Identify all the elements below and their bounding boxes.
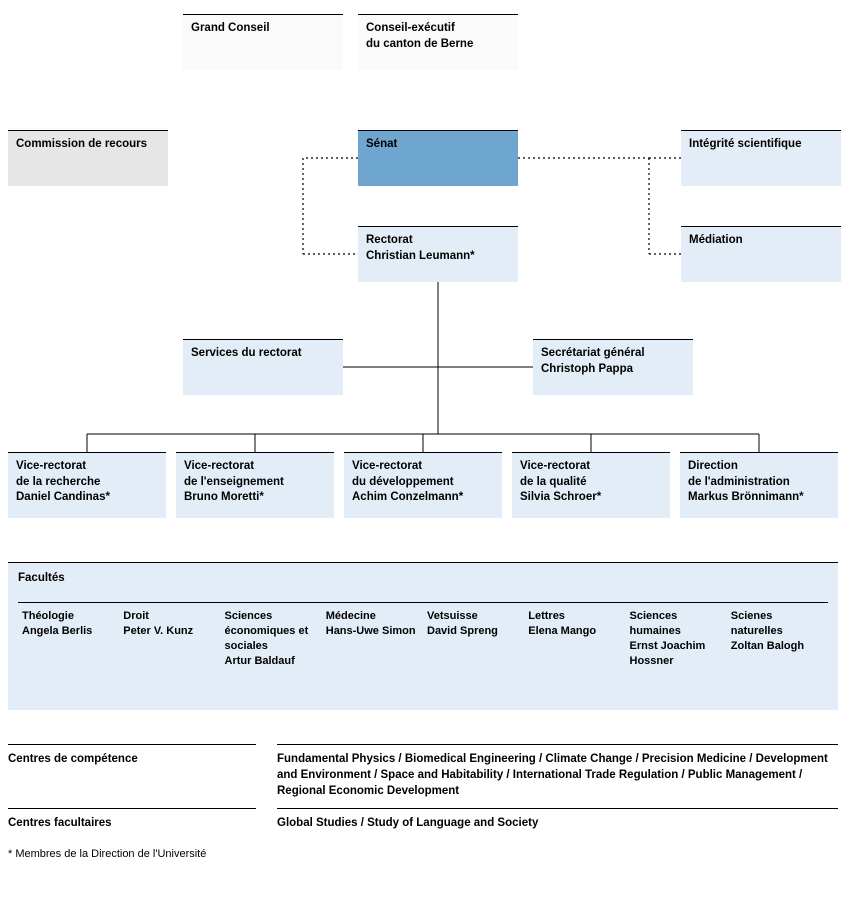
centres-facultaires-label: Centres facultaires [8,808,256,849]
faculty-person: Ernst Joachim Hossner [630,639,721,669]
node-subtitle: de l'enseignement [184,475,326,491]
faculty-name: Sciences économiques et sociales [225,609,316,654]
faculty-person: David Spreng [427,624,518,639]
node-label: Vice-rectorat [16,460,86,472]
faculty-cell: Sciences humainesErnst Joachim Hossner [626,602,727,708]
faculty-cell: Sciences économiques et socialesArtur Ba… [221,602,322,708]
node-subtitle: de la recherche [16,475,158,491]
node-vr-qualite: Vice-rectorat de la qualitéSilvia Schroer… [512,452,670,518]
node-conseil-exec: Conseil-exécutif du canton de Berne [358,14,518,70]
node-label: Intégrité scientifique [689,138,801,150]
faculty-cell: ThéologieAngela Berlis [18,602,119,708]
node-vr-enseignement: Vice-rectorat de l'enseignementBruno More… [176,452,334,518]
node-vr-developpement: Vice-rectorat du développementAchim Conze… [344,452,502,518]
node-integrite: Intégrité scientifique [681,130,841,186]
faculty-cell: Scienes naturellesZoltan Balogh [727,602,828,708]
node-subtitle: du canton de Berne [366,37,510,53]
faculty-name: Lettres [528,609,619,624]
faculties-row: ThéologieAngela BerlisDroitPeter V. Kunz… [18,602,828,708]
faculty-name: Droit [123,609,214,624]
node-label: Médiation [689,234,743,246]
node-label: Rectorat [366,234,413,246]
faculties-panel: Facultés ThéologieAngela BerlisDroitPete… [8,562,838,710]
faculty-cell: LettresElena Mango [524,602,625,708]
faculties-title: Facultés [18,572,828,584]
node-rectorat: Rectorat Christian Leumann* [358,226,518,282]
node-person: Daniel Candinas* [16,490,158,506]
faculty-name: Vetsuisse [427,609,518,624]
node-label: Grand Conseil [191,22,270,34]
faculty-cell: DroitPeter V. Kunz [119,602,220,708]
faculty-person: Zoltan Balogh [731,639,822,654]
node-label: Vice-rectorat [352,460,422,472]
faculty-cell: MédecineHans-Uwe Simon [322,602,423,708]
faculty-cell: VetsuisseDavid Spreng [423,602,524,708]
node-person: Silvia Schroer* [520,490,662,506]
node-direction-admin: Direction de l'administrationMarkus Brönn… [680,452,838,518]
node-mediation: Médiation [681,226,841,282]
node-label: Sénat [366,138,397,150]
faculty-person: Peter V. Kunz [123,624,214,639]
node-vr-recherche: Vice-rectorat de la rechercheDaniel Candi… [8,452,166,518]
node-person: Achim Conzelmann* [352,490,494,506]
node-subtitle: Christoph Pappa [541,362,685,378]
faculty-name: Scienes naturelles [731,609,822,639]
node-subtitle: de la qualité [520,475,662,491]
centres-competence-label: Centres de compétence [8,744,256,785]
node-label: Vice-rectorat [520,460,590,472]
node-label: Commission de recours [16,138,147,150]
faculty-person: Angela Berlis [22,624,113,639]
node-services: Services du rectorat [183,339,343,395]
centres-competence-text: Fundamental Physics / Biomedical Enginee… [277,744,838,817]
node-senat: Sénat [358,130,518,186]
node-secretariat: Secrétariat général Christoph Pappa [533,339,693,395]
node-commission: Commission de recours [8,130,168,186]
node-subtitle: du développement [352,475,494,491]
centres-facultaires-text: Global Studies / Study of Language and S… [277,808,838,849]
node-person: Markus Brönnimann* [688,490,830,506]
node-label: Vice-rectorat [184,460,254,472]
faculty-name: Médecine [326,609,417,624]
node-subtitle: Christian Leumann* [366,249,510,265]
node-person: Bruno Moretti* [184,490,326,506]
faculty-person: Artur Baldauf [225,654,316,669]
node-label: Secrétariat général [541,347,645,359]
node-label: Conseil-exécutif [366,22,455,34]
node-grand-conseil: Grand Conseil [183,14,343,70]
faculty-name: Théologie [22,609,113,624]
footnote: * Membres de la Direction de l'Universit… [8,848,206,860]
faculty-name: Sciences humaines [630,609,721,639]
faculty-person: Elena Mango [528,624,619,639]
faculty-person: Hans-Uwe Simon [326,624,417,639]
node-label: Services du rectorat [191,347,302,359]
node-subtitle: de l'administration [688,475,830,491]
node-label: Direction [688,460,738,472]
